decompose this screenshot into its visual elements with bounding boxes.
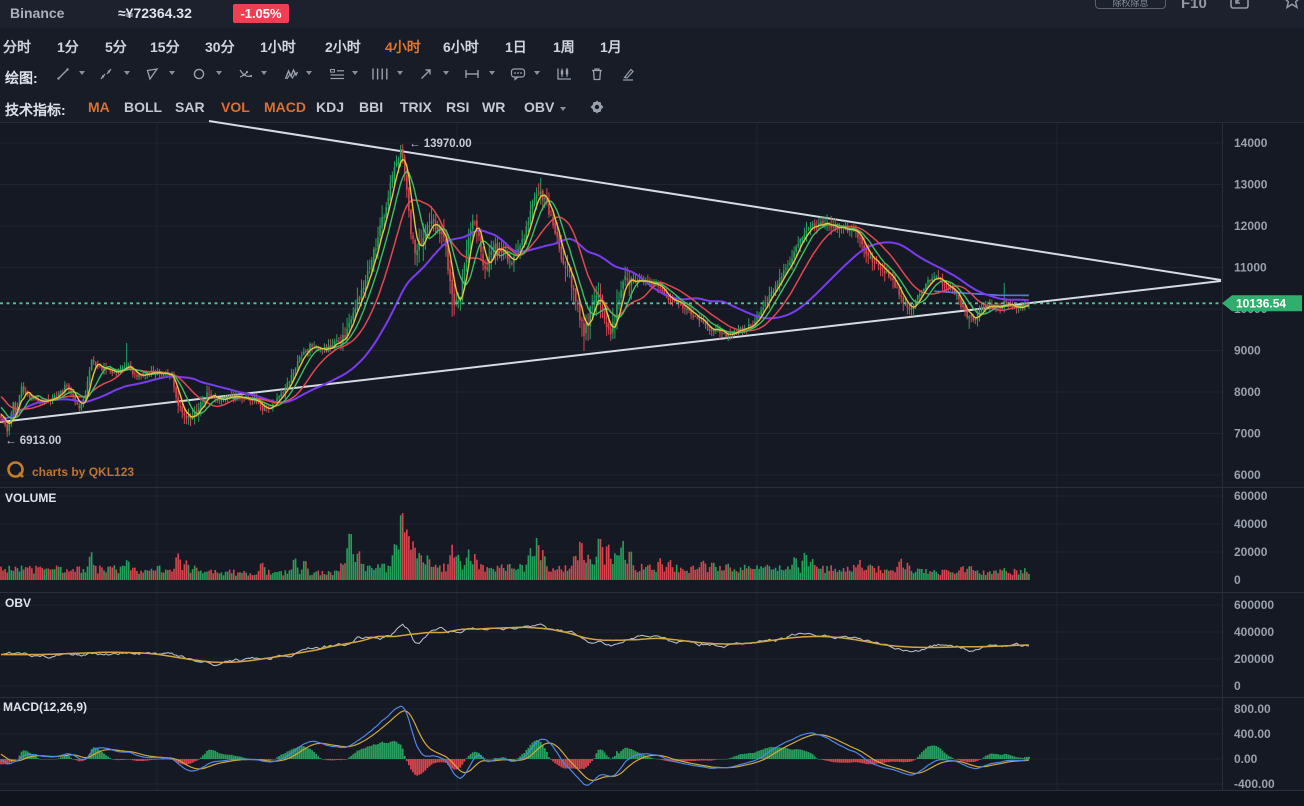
svg-text:charts by QKL123: charts by QKL123 [32, 465, 134, 479]
svg-text:800.00: 800.00 [1234, 702, 1271, 716]
svg-text:11000: 11000 [1234, 261, 1267, 275]
svg-text:400.00: 400.00 [1234, 727, 1271, 741]
svg-text:9000: 9000 [1234, 344, 1261, 358]
svg-text:← 13970.00: ← 13970.00 [409, 138, 472, 150]
svg-text:6000: 6000 [1234, 468, 1261, 482]
svg-text:20000: 20000 [1234, 545, 1268, 559]
svg-text:-400.00: -400.00 [1234, 777, 1275, 791]
svg-text:200000: 200000 [1234, 652, 1274, 666]
svg-text:13000: 13000 [1234, 178, 1268, 192]
svg-text:14000: 14000 [1234, 136, 1268, 150]
svg-text:12000: 12000 [1234, 219, 1268, 233]
svg-text:7000: 7000 [1234, 427, 1261, 441]
svg-text:0: 0 [1234, 573, 1241, 587]
svg-text:40000: 40000 [1234, 517, 1268, 531]
svg-text:MACD(12,26,9): MACD(12,26,9) [3, 700, 87, 714]
svg-text:VOLUME: VOLUME [5, 491, 56, 505]
svg-text:400000: 400000 [1234, 625, 1274, 639]
svg-text:OBV: OBV [5, 596, 31, 610]
svg-text:0.00: 0.00 [1234, 752, 1258, 766]
svg-text:10136.54: 10136.54 [1236, 296, 1286, 310]
svg-text:8000: 8000 [1234, 385, 1261, 399]
svg-text:← 6913.00: ← 6913.00 [5, 435, 61, 447]
svg-text:0: 0 [1234, 679, 1241, 693]
svg-text:60000: 60000 [1234, 489, 1268, 503]
svg-text:600000: 600000 [1234, 598, 1274, 612]
